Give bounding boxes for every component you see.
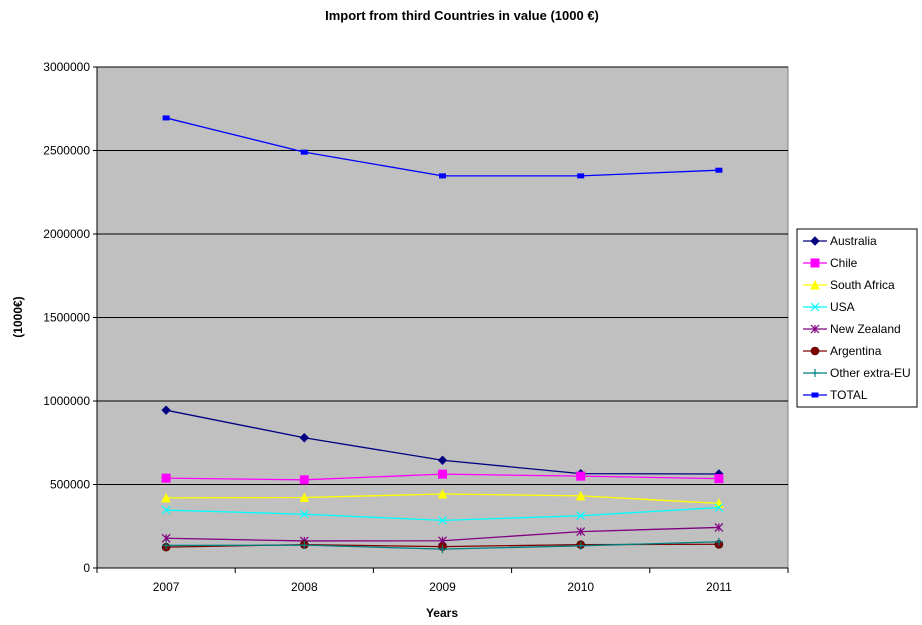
legend-marker-new-zealand [810, 324, 820, 334]
legend-label-new-zealand: New Zealand [830, 322, 901, 336]
y-tick-label: 1000000 [43, 394, 90, 408]
legend-label-chile: Chile [830, 256, 858, 270]
legend-item-usa: USA [803, 300, 855, 314]
data-point-chile [161, 473, 171, 483]
data-point-total [439, 173, 446, 179]
legend-label-usa: USA [830, 300, 855, 314]
legend-label-australia: Australia [830, 234, 877, 248]
data-point-usa [161, 505, 171, 515]
data-point-australia [299, 433, 310, 443]
y-tick-label: 500000 [50, 478, 90, 492]
data-point-south-africa [161, 492, 171, 503]
data-point-usa [576, 511, 586, 521]
legend-marker-australia [810, 236, 820, 246]
data-point-total [577, 173, 585, 179]
y-axis: 0 500000 1000000 1500000 2000000 2500000 30000… [43, 60, 98, 575]
series-other-extra-eu [162, 537, 723, 554]
series-south-africa [161, 488, 724, 508]
data-point-usa [299, 509, 309, 519]
data-point-other-extra-eu [714, 537, 723, 546]
data-point-chile [576, 471, 586, 481]
data-point-new-zealand [714, 522, 724, 532]
data-point-south-africa [299, 492, 310, 503]
data-point-total [162, 115, 170, 121]
legend-marker-argentina [810, 346, 820, 356]
chart-title: Import from third Countries in value (10… [325, 8, 599, 23]
legend-marker-total [811, 392, 819, 398]
x-tick-label: 2011 [706, 580, 732, 594]
data-point-total [715, 167, 723, 173]
series-australia [161, 405, 724, 479]
data-point-other-extra-eu [576, 541, 585, 550]
data-point-total [300, 149, 308, 155]
data-point-new-zealand [161, 533, 171, 543]
gridlines [97, 66, 788, 485]
data-point-usa-stroke [576, 511, 586, 521]
data-point-usa-stroke [161, 505, 171, 515]
x-axis: 2007 2008 2009 2010 2011 [96, 567, 789, 594]
x-axis-label: Years [426, 606, 458, 620]
y-tick-label: 3000000 [43, 60, 90, 74]
y-tick-label: 0 [83, 561, 90, 575]
data-point-other-extra-eu [438, 545, 447, 554]
y-axis-label: (1000€) [11, 296, 25, 337]
legend-label-argentina: Argentina [830, 344, 882, 358]
x-tick-label: 2008 [291, 580, 318, 594]
legend-marker-usa-stroke [810, 302, 820, 312]
legend-item-south-africa: South Africa [803, 278, 895, 292]
data-point-chile [299, 475, 309, 485]
data-point-australia [161, 405, 171, 415]
data-point-other-extra-eu [162, 541, 171, 550]
legend-label-total: TOTAL [830, 388, 868, 402]
y-tick-label: 2000000 [43, 227, 90, 241]
data-point-usa-stroke [714, 503, 724, 512]
y-tick-label: 1500000 [43, 311, 90, 325]
legend-label-south-africa: South Africa [830, 278, 895, 292]
x-tick-label: 2009 [429, 580, 456, 594]
series-layer [161, 115, 724, 554]
series-total [162, 115, 723, 179]
legend-item-new-zealand: New Zealand [803, 322, 901, 336]
x-tick-label: 2010 [567, 580, 594, 594]
data-point-chile [714, 474, 724, 484]
data-point-south-africa [437, 488, 448, 499]
data-point-south-africa [575, 490, 586, 501]
legend-items: Australia Chile South Africa USA New Zealand… [803, 234, 911, 402]
data-point-other-extra-eu [300, 541, 309, 550]
legend-item-australia: Australia [803, 234, 877, 248]
legend-marker-south-africa [810, 279, 820, 290]
series-chile [161, 469, 724, 485]
legend-label-other-extra-eu: Other extra-EU [830, 366, 911, 380]
data-point-usa [714, 503, 724, 512]
data-point-australia [437, 455, 448, 465]
legend-marker-chile [810, 258, 820, 268]
legend: Australia Chile South Africa USA New Zealand… [796, 228, 918, 408]
data-point-usa-stroke [438, 515, 447, 525]
legend-item-argentina: Argentina [803, 344, 882, 358]
legend-item-chile: Chile [803, 256, 858, 270]
data-point-usa-stroke [299, 509, 309, 519]
legend-item-total: TOTAL [803, 388, 868, 402]
y-tick-label: 2500000 [43, 144, 90, 158]
series-usa [161, 503, 724, 525]
data-point-usa [438, 515, 447, 525]
data-point-new-zealand [576, 527, 586, 537]
x-tick-label: 2007 [153, 580, 180, 594]
legend-marker-usa [810, 302, 820, 312]
legend-marker-other-extra-eu [811, 369, 819, 377]
data-point-chile [438, 469, 447, 479]
legend-item-other-extra-eu: Other extra-EU [803, 366, 911, 380]
